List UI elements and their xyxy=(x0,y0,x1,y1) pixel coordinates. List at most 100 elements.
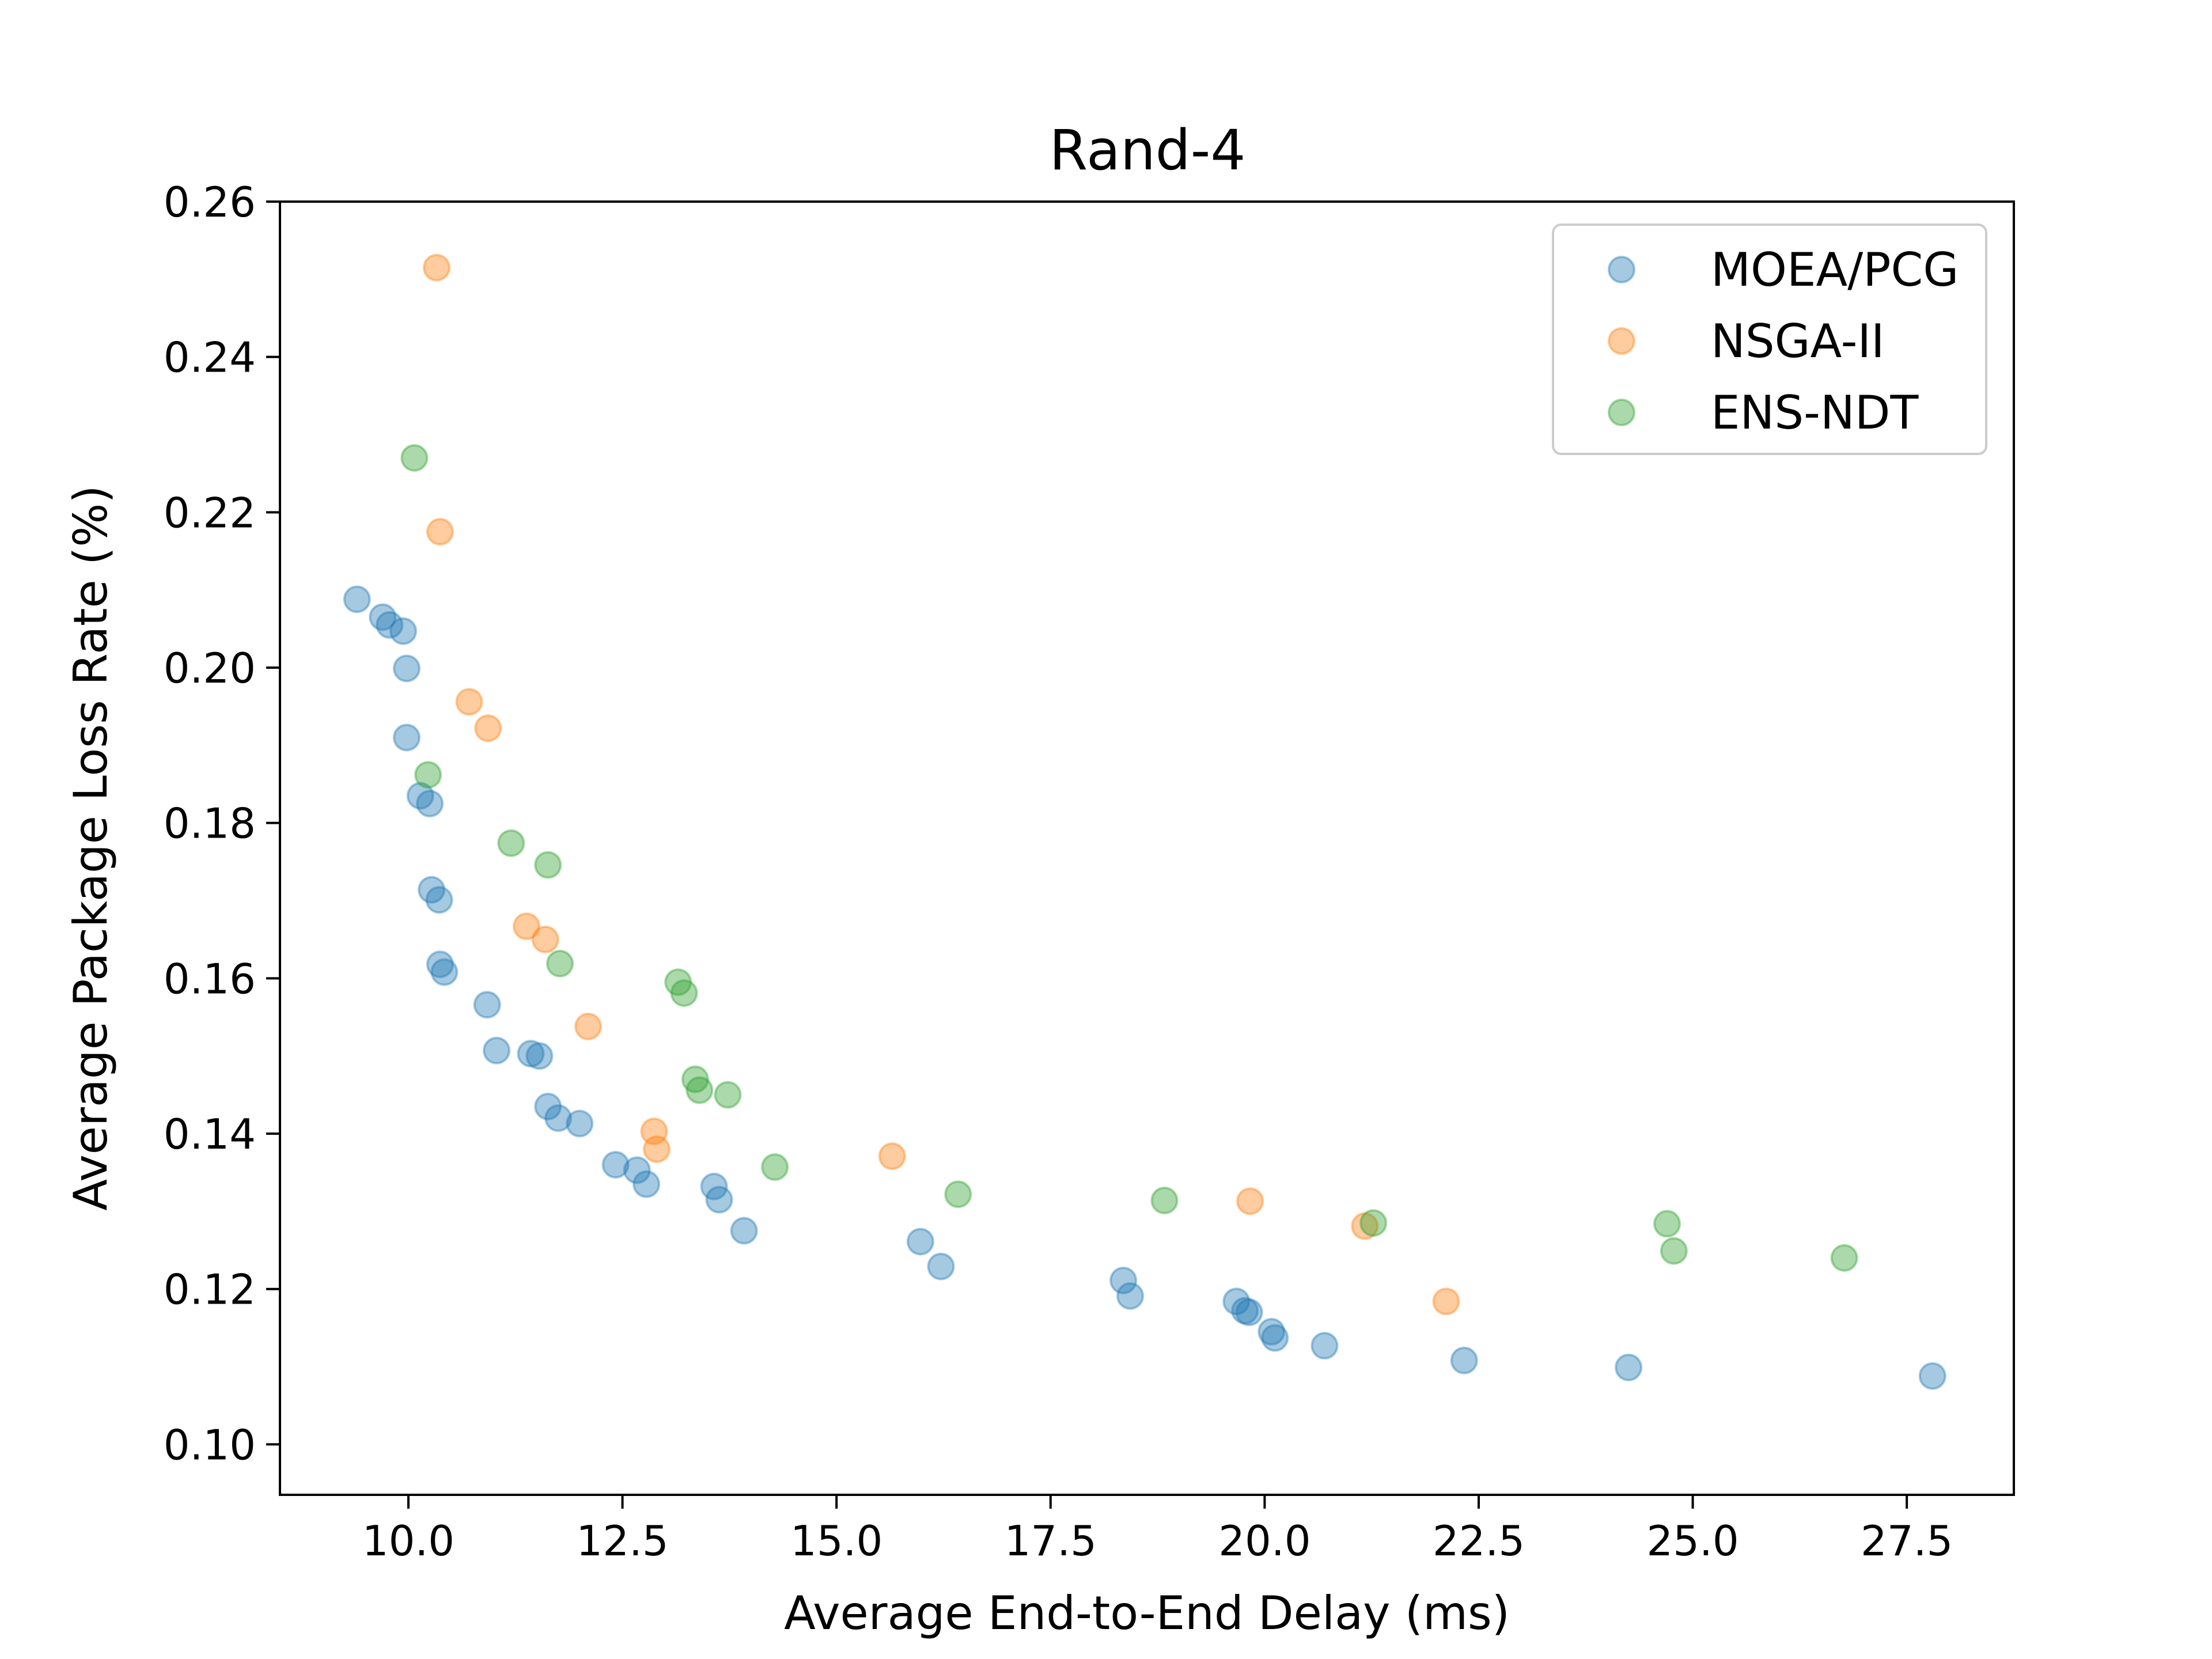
data-point xyxy=(640,1117,668,1145)
x-tick-label: 20.0 xyxy=(1218,1517,1310,1565)
x-tick-label: 15.0 xyxy=(790,1517,882,1565)
data-point xyxy=(416,789,444,817)
series-moea-pcg xyxy=(343,585,1946,1390)
data-point xyxy=(714,1081,742,1109)
data-point xyxy=(1653,1210,1681,1238)
data-point xyxy=(418,876,446,904)
data-point xyxy=(546,949,574,978)
data-point xyxy=(1261,1324,1289,1352)
data-point xyxy=(670,979,698,1007)
data-point xyxy=(1660,1237,1688,1265)
legend-marker xyxy=(1608,327,1635,355)
data-point xyxy=(423,253,451,282)
x-tick-label: 27.5 xyxy=(1861,1517,1953,1565)
data-point xyxy=(400,444,429,472)
data-point xyxy=(455,688,483,716)
x-tick-label: 25.0 xyxy=(1646,1517,1738,1565)
data-point xyxy=(1116,1282,1145,1310)
data-point xyxy=(1257,1317,1286,1346)
y-tick-label: 0.16 xyxy=(164,955,256,1003)
data-point xyxy=(531,925,559,953)
y-axis-label: Average Package Loss Rate (%) xyxy=(64,485,118,1210)
data-point xyxy=(513,912,541,941)
y-tick-label: 0.12 xyxy=(164,1266,256,1314)
data-point xyxy=(1615,1353,1643,1381)
data-point xyxy=(664,968,692,997)
data-point xyxy=(1359,1209,1388,1237)
legend-label: MOEA/PCG xyxy=(1711,243,1959,297)
data-point xyxy=(430,958,459,986)
data-point xyxy=(544,1104,573,1132)
x-tick-label: 12.5 xyxy=(576,1517,668,1565)
data-point xyxy=(632,1170,661,1198)
data-point xyxy=(426,518,454,546)
data-point xyxy=(497,829,525,857)
data-points xyxy=(343,253,1946,1390)
data-point xyxy=(1351,1212,1379,1240)
data-point xyxy=(376,611,404,639)
x-tick-label: 10.0 xyxy=(362,1517,454,1565)
legend-label: NSGA-II xyxy=(1711,315,1885,368)
data-point xyxy=(878,1142,906,1171)
y-tick-label: 0.26 xyxy=(164,178,256,226)
series-nsga-ii xyxy=(423,253,1460,1316)
data-point xyxy=(343,585,371,613)
data-point xyxy=(761,1153,789,1181)
data-point xyxy=(389,617,418,645)
data-point xyxy=(369,603,397,631)
data-point xyxy=(392,654,421,683)
x-tick-label: 17.5 xyxy=(1005,1517,1097,1565)
data-point xyxy=(705,1185,733,1214)
y-tick-label: 0.22 xyxy=(164,488,256,537)
data-point xyxy=(1235,1298,1263,1327)
legend-box xyxy=(1552,224,1987,455)
x-tick-label: 22.5 xyxy=(1433,1517,1525,1565)
y-axis-ticks: 0.10 0.12 0.14 0.16 0.18 0.20 0.22 0.24 0.26 xyxy=(164,178,280,1469)
data-point xyxy=(392,724,421,752)
y-tick-label: 0.20 xyxy=(164,644,256,692)
legend-marker xyxy=(1608,256,1635,283)
data-point xyxy=(927,1252,955,1281)
data-point xyxy=(574,1012,603,1040)
data-point xyxy=(601,1150,630,1179)
data-point xyxy=(685,1076,714,1104)
data-point xyxy=(473,991,501,1019)
data-point xyxy=(426,950,454,979)
data-point xyxy=(623,1156,651,1184)
y-tick-label: 0.24 xyxy=(164,334,256,382)
data-point xyxy=(534,851,562,879)
data-point xyxy=(525,1042,554,1070)
legend: MOEA/PCG NSGA-II ENS-NDT xyxy=(1552,224,1987,455)
data-point xyxy=(1432,1287,1460,1316)
data-point xyxy=(944,1180,972,1209)
data-point xyxy=(1222,1287,1251,1316)
data-point xyxy=(1310,1332,1339,1360)
data-point xyxy=(1830,1244,1858,1272)
data-point xyxy=(1918,1362,1946,1390)
y-tick-label: 0.14 xyxy=(164,1110,256,1158)
data-point xyxy=(517,1040,545,1068)
y-tick-label: 0.18 xyxy=(164,800,256,848)
data-point xyxy=(483,1036,511,1065)
data-point xyxy=(1236,1187,1264,1215)
data-point xyxy=(425,886,453,914)
data-point xyxy=(474,714,502,743)
x-axis-label: Average End-to-End Delay (ms) xyxy=(784,1586,1510,1640)
data-point xyxy=(681,1065,709,1093)
data-point xyxy=(406,782,434,810)
data-point xyxy=(906,1228,934,1256)
data-point xyxy=(1150,1186,1179,1214)
data-point xyxy=(534,1092,562,1120)
x-axis-ticks: 10.0 12.5 15.0 17.5 20.0 22.5 25.0 27.5 xyxy=(362,1495,1953,1565)
series-ens-ndt xyxy=(400,444,1858,1272)
chart-title: Rand-4 xyxy=(1050,118,1246,183)
data-point xyxy=(1450,1346,1478,1374)
data-point xyxy=(414,761,442,789)
data-point xyxy=(1231,1297,1259,1325)
data-point xyxy=(730,1217,758,1245)
legend-marker xyxy=(1608,399,1635,426)
plot-area-frame xyxy=(279,200,2015,1496)
data-point xyxy=(566,1109,594,1138)
y-tick-label: 0.10 xyxy=(164,1421,256,1469)
